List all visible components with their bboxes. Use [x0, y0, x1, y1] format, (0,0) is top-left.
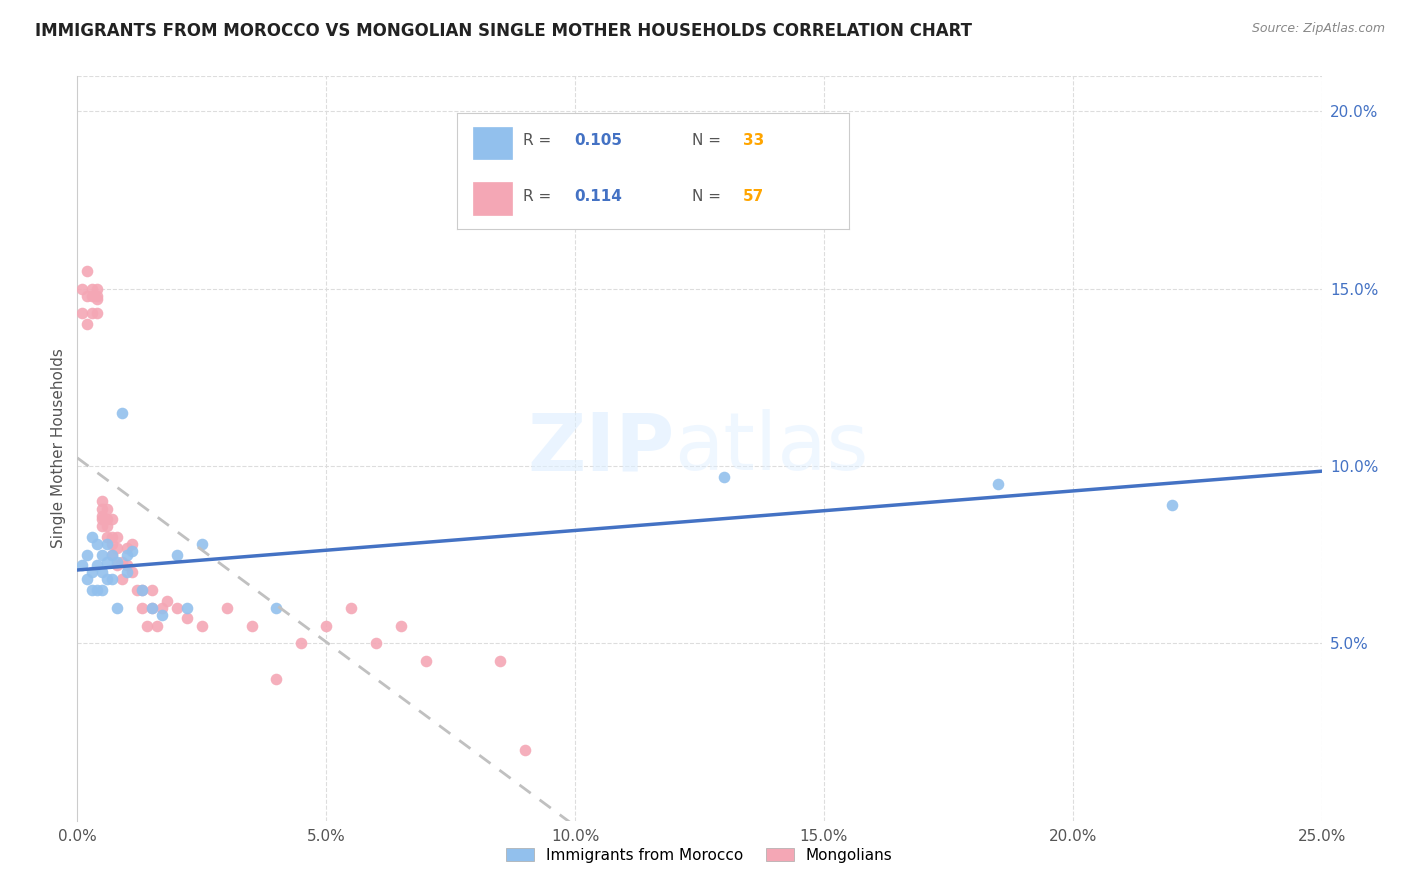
Point — [111, 573, 134, 587]
Text: atlas: atlas — [675, 409, 869, 487]
Point — [76, 289, 98, 303]
Point — [191, 537, 214, 551]
Point — [111, 406, 134, 420]
Point — [82, 306, 104, 320]
Point — [136, 618, 159, 632]
Point — [96, 512, 118, 526]
Point — [489, 654, 512, 668]
Point — [125, 583, 148, 598]
Point — [105, 541, 128, 555]
Point — [82, 566, 104, 580]
Point — [131, 583, 153, 598]
Point — [340, 600, 363, 615]
Point — [121, 544, 143, 558]
Point — [141, 600, 163, 615]
Text: ZIP: ZIP — [527, 409, 675, 487]
Y-axis label: Single Mother Households: Single Mother Households — [51, 348, 66, 549]
Point — [131, 600, 153, 615]
Point — [101, 512, 124, 526]
Point — [76, 573, 98, 587]
Point — [115, 566, 138, 580]
Point — [72, 558, 94, 573]
Point — [82, 583, 104, 598]
Point — [121, 537, 143, 551]
Point — [82, 530, 104, 544]
Point — [315, 618, 337, 632]
Point — [166, 548, 188, 562]
Point — [415, 654, 437, 668]
Point — [96, 537, 118, 551]
Point — [713, 469, 735, 483]
Point — [101, 537, 124, 551]
Point — [76, 548, 98, 562]
Point — [121, 566, 143, 580]
Point — [266, 600, 288, 615]
Point — [96, 555, 118, 569]
Point — [72, 282, 94, 296]
Point — [364, 636, 387, 650]
Point — [86, 537, 108, 551]
Point — [515, 742, 537, 756]
Point — [176, 600, 198, 615]
Legend: Immigrants from Morocco, Mongolians: Immigrants from Morocco, Mongolians — [501, 841, 898, 869]
Point — [101, 548, 124, 562]
Point — [141, 600, 163, 615]
Point — [105, 558, 128, 573]
Point — [86, 558, 108, 573]
Point — [105, 555, 128, 569]
Point — [176, 611, 198, 625]
Point — [105, 600, 128, 615]
Point — [91, 508, 114, 523]
Point — [240, 618, 263, 632]
Point — [105, 530, 128, 544]
Point — [166, 600, 188, 615]
Point — [156, 593, 179, 607]
Point — [86, 293, 108, 307]
Point — [91, 494, 114, 508]
Point — [76, 317, 98, 331]
Point — [115, 548, 138, 562]
Point — [86, 289, 108, 303]
Point — [96, 530, 118, 544]
Point — [146, 618, 169, 632]
Point — [72, 306, 94, 320]
Point — [91, 566, 114, 580]
Point — [266, 672, 288, 686]
Point — [115, 558, 138, 573]
Point — [191, 618, 214, 632]
Point — [91, 583, 114, 598]
Point — [91, 501, 114, 516]
Point — [111, 555, 134, 569]
Point — [86, 306, 108, 320]
Point — [76, 264, 98, 278]
Point — [91, 548, 114, 562]
Point — [131, 583, 153, 598]
Point — [1161, 498, 1184, 512]
Point — [82, 289, 104, 303]
Point — [141, 583, 163, 598]
Point — [86, 282, 108, 296]
Point — [82, 282, 104, 296]
Point — [115, 541, 138, 555]
Point — [101, 573, 124, 587]
Text: Source: ZipAtlas.com: Source: ZipAtlas.com — [1251, 22, 1385, 36]
Point — [96, 519, 118, 533]
Point — [150, 607, 173, 622]
Point — [389, 618, 412, 632]
Text: IMMIGRANTS FROM MOROCCO VS MONGOLIAN SINGLE MOTHER HOUSEHOLDS CORRELATION CHART: IMMIGRANTS FROM MOROCCO VS MONGOLIAN SIN… — [35, 22, 972, 40]
Point — [101, 548, 124, 562]
Point — [290, 636, 312, 650]
Point — [96, 501, 118, 516]
Point — [150, 600, 173, 615]
Point — [91, 512, 114, 526]
Point — [91, 519, 114, 533]
Point — [96, 573, 118, 587]
Point — [987, 476, 1010, 491]
Point — [101, 530, 124, 544]
Point — [215, 600, 238, 615]
Point — [86, 583, 108, 598]
